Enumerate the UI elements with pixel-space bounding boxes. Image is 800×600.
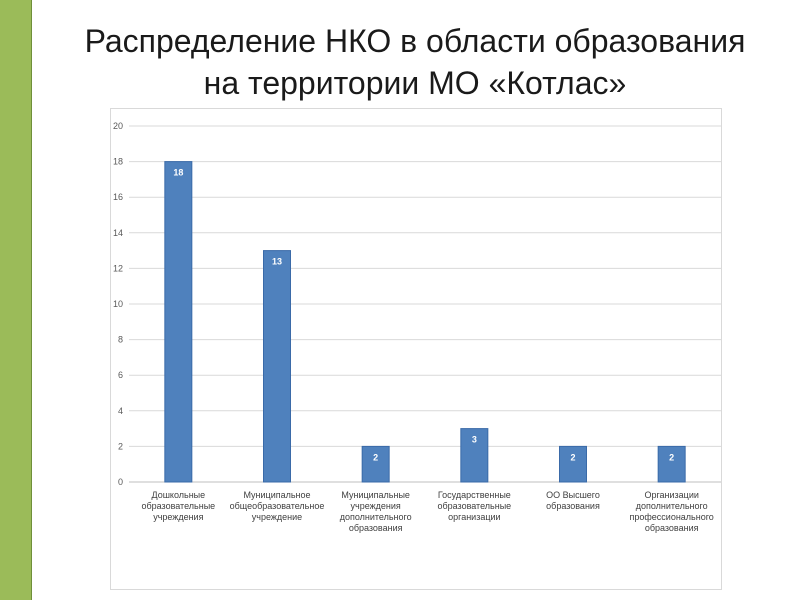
y-tick-label: 8 (118, 335, 123, 345)
x-category-label: Организации дополнительного профессиональн… (630, 490, 714, 533)
bar (361, 445, 390, 483)
data-label: 2 (373, 452, 378, 462)
bar (559, 445, 587, 483)
y-tick-label: 0 (118, 477, 123, 487)
x-category-label: Муниципальное общеобразовательное учрежден… (230, 490, 325, 522)
y-tick-label: 20 (113, 121, 123, 131)
slide-title-line-2: на территории МО «Котлас» (203, 65, 627, 101)
x-category-label-line: профессионального (630, 512, 714, 522)
x-category-label-line: учреждение (252, 512, 302, 522)
x-category-label-line: образовательные (437, 501, 511, 511)
data-label: 2 (669, 452, 674, 462)
y-tick-label: 14 (113, 228, 123, 238)
bar (460, 428, 489, 483)
data-label: 3 (472, 435, 477, 445)
x-category-label-line: Государственные (438, 490, 511, 500)
x-category-label-line: учреждения (351, 501, 401, 511)
x-category-label: ОО Высшего образования (546, 490, 600, 511)
data-label: 2 (570, 452, 575, 462)
side-accent-bar (0, 0, 32, 600)
x-category-label-line: образования (645, 523, 699, 533)
x-category-label-line: образования (546, 501, 600, 511)
y-tick-label: 6 (118, 370, 123, 380)
y-tick-label: 18 (113, 157, 123, 167)
x-category-label-line: ОО Высшего (546, 490, 600, 500)
x-category-label-line: организации (448, 512, 500, 522)
chart-frame: 0 2 4 6 8 10 12 14 16 18 20 18 Дошкольные образовател… (110, 108, 722, 590)
slide-title-line-1: Распределение НКО в области образования (84, 23, 746, 59)
y-tick-label: 12 (113, 263, 123, 273)
slide-title: Распределение НКО в области образования … (40, 20, 790, 104)
x-category-label-line: учреждения (153, 512, 203, 522)
x-category-label-line: Муниципальное (243, 490, 310, 500)
x-category-label-line: общеобразовательное (230, 501, 325, 511)
bar (263, 250, 291, 483)
x-category-label-line: дополнительного (636, 501, 708, 511)
x-category-label-line: образования (349, 523, 403, 533)
x-category-label-line: образовательные (141, 501, 215, 511)
y-tick-label: 2 (118, 441, 123, 451)
y-tick-label: 16 (113, 192, 123, 202)
data-label: 18 (173, 168, 183, 178)
bar (164, 161, 193, 483)
x-category-label-line: Дошкольные (152, 490, 206, 500)
x-category-label: Муниципальные учреждения дополнительного об… (340, 490, 412, 533)
x-category-label: Дошкольные образовательные учреждения (141, 490, 215, 522)
bar (657, 445, 686, 483)
y-tick-label: 10 (113, 299, 123, 309)
y-tick-label: 4 (118, 406, 123, 416)
x-category-label-line: Муниципальные (341, 490, 410, 500)
x-category-label-line: Организации (644, 490, 698, 500)
data-label: 13 (272, 257, 282, 267)
x-category-label-line: дополнительного (340, 512, 412, 522)
x-category-label: Государственные образовательные организаци… (437, 490, 511, 522)
